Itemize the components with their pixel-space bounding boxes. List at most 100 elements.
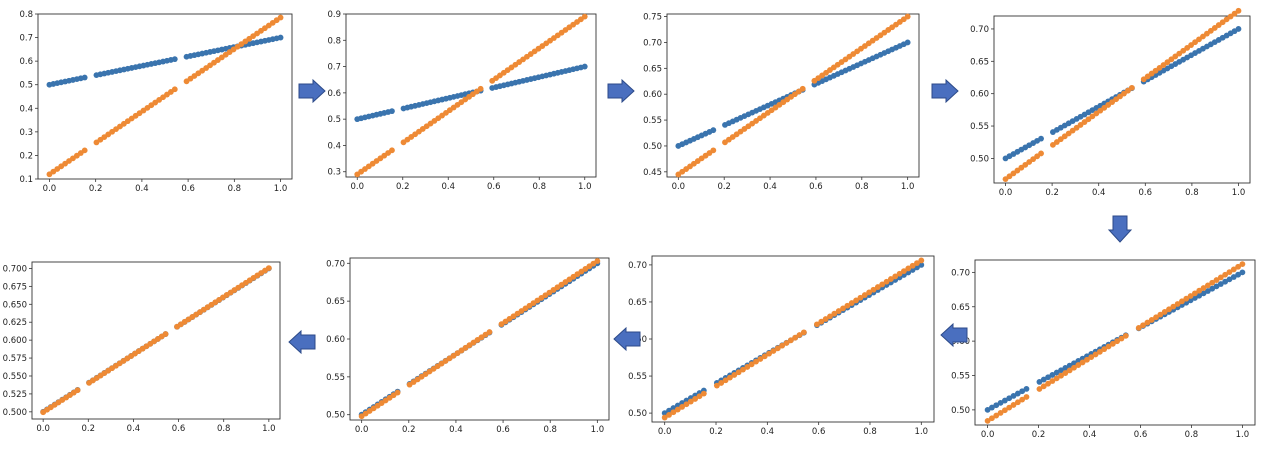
orange-point [827,313,833,320]
orange-point [74,387,81,394]
y-tick-label: 0.6 [327,89,341,99]
x-tick-label: 0.2 [709,427,723,437]
orange-point [984,417,991,424]
orange-point [1058,372,1064,379]
orange-point [796,332,803,338]
orange-point [1213,277,1220,283]
arrow-left-icon [940,322,968,348]
blue-point [1058,367,1064,374]
orange-point [1204,282,1211,289]
blue-point [989,404,995,411]
orange-point [757,356,764,362]
x-tick-label: 0.0 [355,425,369,435]
y-tick-label: 0.675 [3,282,27,292]
y-tick-label: 0.60 [970,90,989,100]
blue-point [1049,372,1056,378]
orange-point [679,404,685,410]
arrow-right-icon [931,78,959,104]
blue-point [905,269,912,276]
blue-point [1010,392,1017,399]
x-tick-label: 0.0 [999,188,1013,198]
blue-series [1002,26,1242,162]
y-tick-label: 0.70 [628,261,647,271]
chart-panel-step-2: 0.0 0.2 0.4 0.6 0.8 1.0 0.3 0.4 0.5 0.6 0.7 0.8 0.9 [327,10,597,192]
y-tick-label: 0.4 [327,141,341,151]
y-tick-label: 0.65 [970,57,989,67]
blue-point [1230,274,1237,280]
x-tick-label: 0.4 [127,424,141,434]
x-tick-label: 0.2 [89,184,103,194]
blue-point [1222,278,1229,285]
blue-point [1196,292,1203,299]
orange-point [1157,311,1164,318]
orange-point [1161,309,1168,315]
orange-point [1066,367,1073,374]
orange-point [853,297,859,304]
orange-series [46,14,284,178]
arrow-left-icon [613,326,641,352]
orange-point [1049,378,1056,384]
y-tick-label: 0.550 [3,372,27,382]
blue-point [1209,285,1216,292]
y-tick-label: 0.5 [19,81,33,91]
orange-point [1096,348,1103,355]
orange-point [1200,285,1207,291]
y-tick-label: 0.75 [643,13,662,23]
blue-point [1001,397,1008,404]
y-tick-label: 0.70 [326,259,345,269]
blue-point [918,261,925,268]
orange-point [277,14,284,21]
orange-point [1235,263,1241,270]
orange-series [40,265,272,416]
x-tick-label: 0.6 [1139,188,1153,198]
y-tick-label: 0.625 [3,318,27,328]
orange-point [713,382,720,389]
y-tick-label: 0.50 [643,142,662,152]
blue-point [1053,369,1060,376]
blue-point [1040,376,1047,383]
x-tick-label: 1.0 [901,182,915,192]
blue-point [1036,379,1043,385]
blue-point [1226,276,1233,283]
orange-point [1153,314,1159,321]
orange-point [81,147,88,154]
y-tick-label: 0.50 [326,411,345,421]
orange-point [866,289,873,296]
orange-point [1084,356,1090,363]
orange-point [1088,354,1095,361]
orange-series [661,257,925,421]
blue-point [1217,281,1224,287]
orange-point [1148,317,1155,323]
x-tick-label: 0.2 [402,425,416,435]
orange-point [1010,402,1017,408]
orange-point [844,302,851,309]
orange-point [1128,84,1135,91]
orange-point [1019,396,1026,403]
orange-point [486,329,493,335]
x-tick-label: 0.4 [135,184,149,194]
blue-point [997,399,1004,406]
orange-point [779,342,786,349]
orange-point [905,265,912,272]
orange-point [1217,274,1224,281]
x-tick-label: 0.8 [863,427,877,437]
x-tick-label: 1.0 [591,425,605,435]
y-tick-label: 0.50 [951,406,970,416]
blue-point [171,56,178,63]
orange-point [1038,150,1044,157]
x-tick-label: 0.4 [441,182,455,192]
blue-point [904,39,911,46]
blue-point [674,402,681,409]
orange-point [861,292,868,298]
orange-point [722,377,729,384]
orange-point [748,361,755,368]
orange-point [1014,399,1021,406]
blue-point [1006,395,1013,402]
chart-panel-step-3: 0.0 0.2 0.4 0.6 0.8 1.0 0.45 0.50 0.55 0.60 0.65 0.… [643,13,920,192]
x-tick-label: 0.6 [1134,430,1148,440]
orange-point [901,268,907,274]
y-tick-label: 0.55 [628,372,647,382]
orange-point [787,337,794,344]
blue-point [1066,362,1073,369]
orange-point [265,265,272,271]
